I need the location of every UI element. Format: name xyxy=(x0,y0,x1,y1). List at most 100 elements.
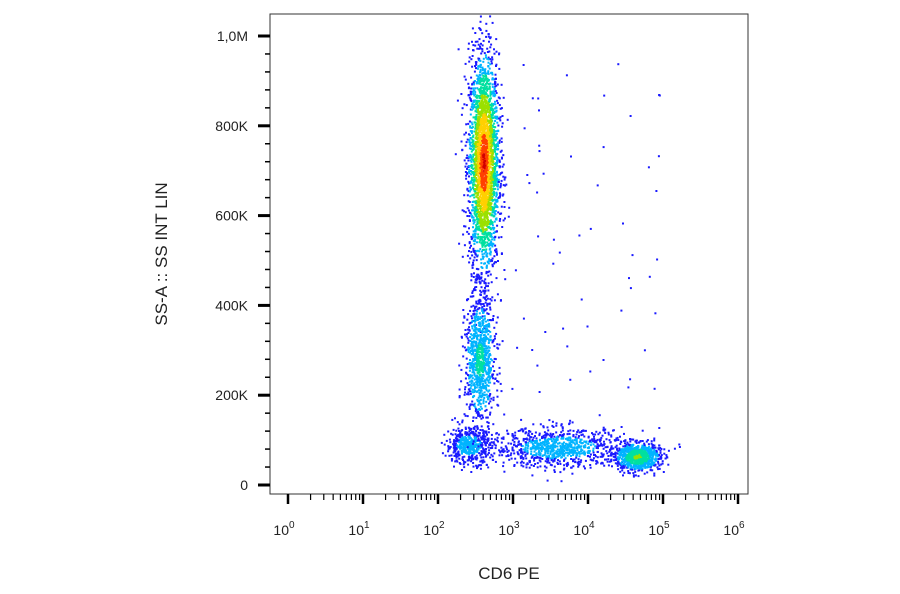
event-point xyxy=(478,276,481,279)
event-point xyxy=(487,319,490,322)
event-point xyxy=(600,442,603,445)
event-point xyxy=(476,317,479,320)
event-point xyxy=(494,152,497,155)
event-point xyxy=(468,388,471,391)
event-point xyxy=(484,184,487,187)
event-point xyxy=(488,146,490,149)
event-point xyxy=(504,278,507,281)
event-point xyxy=(590,441,593,444)
event-point xyxy=(485,56,487,59)
event-point xyxy=(479,188,482,190)
event-point xyxy=(470,108,473,111)
event-point xyxy=(490,358,492,361)
event-point xyxy=(480,417,483,420)
event-point xyxy=(452,451,455,454)
event-point xyxy=(463,441,466,444)
event-point xyxy=(470,76,473,79)
event-point xyxy=(578,463,581,466)
event-point xyxy=(480,367,483,369)
event-point xyxy=(492,209,495,212)
event-point xyxy=(447,448,450,451)
event-point xyxy=(476,338,479,341)
event-point xyxy=(485,353,488,356)
event-point xyxy=(496,162,499,164)
event-point xyxy=(489,370,492,373)
event-point xyxy=(550,450,553,453)
event-point xyxy=(479,20,482,23)
event-point xyxy=(489,219,492,222)
event-point xyxy=(470,305,473,308)
event-point xyxy=(484,166,487,169)
event-point xyxy=(477,189,480,192)
event-point xyxy=(502,96,505,99)
event-point xyxy=(484,328,487,331)
event-point xyxy=(522,457,525,460)
event-point xyxy=(493,88,496,90)
event-point xyxy=(474,232,477,235)
event-point xyxy=(467,298,470,301)
event-point xyxy=(484,367,487,370)
event-point xyxy=(475,158,478,161)
event-point xyxy=(492,94,495,97)
event-point xyxy=(465,371,467,374)
event-point xyxy=(467,166,470,168)
event-point xyxy=(484,71,487,74)
event-point xyxy=(497,260,499,262)
event-point xyxy=(573,451,576,454)
event-point xyxy=(486,51,489,53)
event-point xyxy=(487,244,490,247)
event-point xyxy=(499,382,502,385)
event-point xyxy=(527,441,530,444)
event-point xyxy=(492,174,495,177)
event-point xyxy=(515,437,518,439)
event-point xyxy=(486,196,489,199)
event-point xyxy=(494,236,497,239)
event-point xyxy=(583,440,586,443)
event-point xyxy=(595,447,598,449)
event-point xyxy=(481,238,484,241)
event-point xyxy=(466,299,469,302)
event-point xyxy=(457,451,460,454)
event-point xyxy=(468,437,471,440)
event-point xyxy=(484,138,487,141)
event-point xyxy=(568,439,571,442)
event-point xyxy=(587,452,589,454)
event-point xyxy=(471,266,474,269)
event-point xyxy=(484,150,486,153)
event-point xyxy=(473,176,475,179)
event-point xyxy=(478,452,481,455)
event-point xyxy=(488,226,491,229)
event-point xyxy=(483,248,486,251)
event-point xyxy=(480,218,483,220)
event-point xyxy=(486,136,489,139)
event-point xyxy=(487,341,490,344)
event-point xyxy=(530,441,533,444)
event-point xyxy=(474,164,477,167)
event-point xyxy=(478,82,481,85)
event-point xyxy=(471,254,474,257)
event-point xyxy=(551,440,553,443)
event-point xyxy=(553,471,556,473)
event-point xyxy=(491,259,494,262)
event-point xyxy=(449,441,452,444)
event-point xyxy=(490,228,493,231)
event-point xyxy=(478,350,481,353)
event-point xyxy=(502,461,505,464)
event-point xyxy=(488,109,491,112)
event-point xyxy=(476,207,479,210)
event-point xyxy=(484,238,486,240)
event-point xyxy=(468,380,471,383)
event-point xyxy=(477,175,480,178)
event-point xyxy=(469,392,472,395)
event-point xyxy=(489,188,492,190)
event-point xyxy=(512,434,514,437)
event-point xyxy=(472,350,474,353)
event-point xyxy=(561,454,564,457)
event-point xyxy=(575,440,578,443)
event-point xyxy=(476,319,479,321)
event-point xyxy=(461,107,464,110)
event-point xyxy=(480,110,483,112)
event-point xyxy=(479,235,482,238)
event-point xyxy=(494,210,497,212)
event-point xyxy=(473,175,476,178)
